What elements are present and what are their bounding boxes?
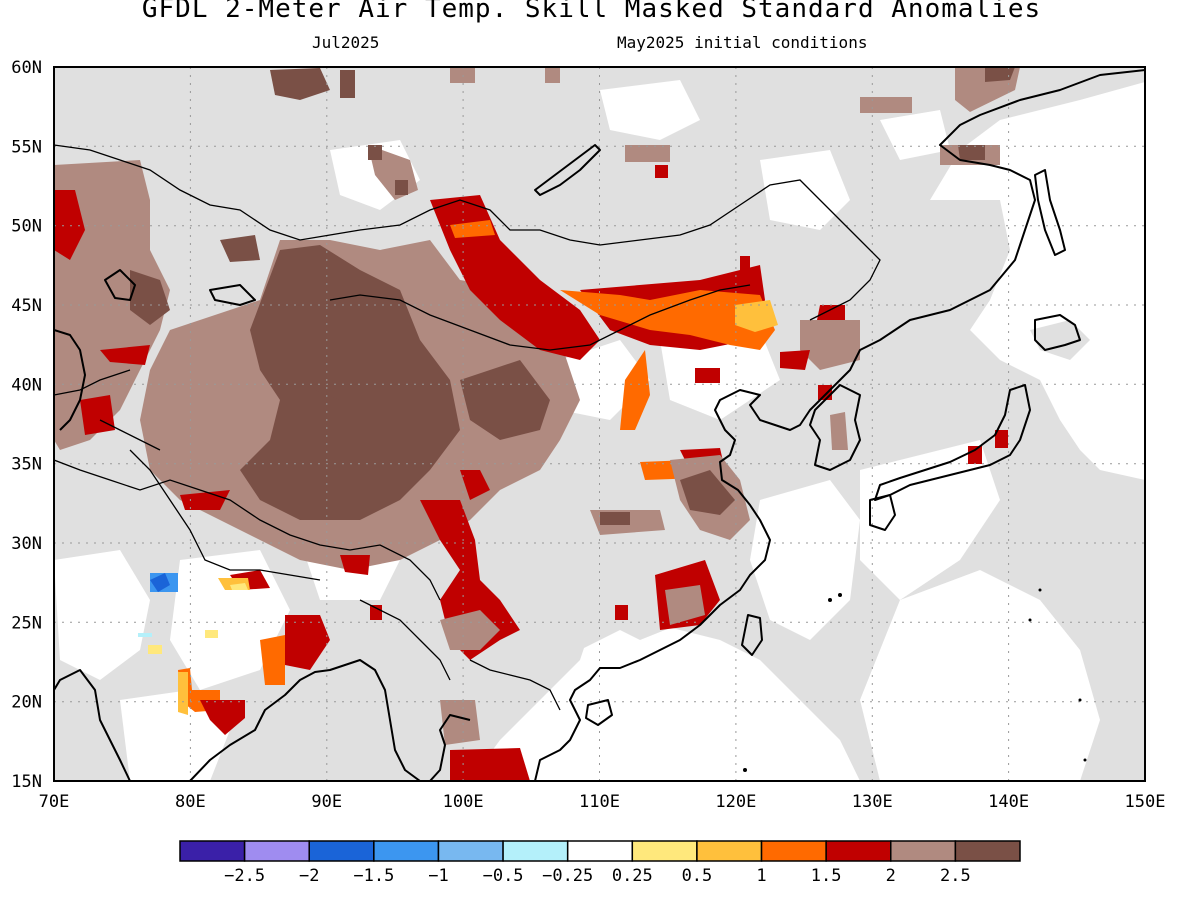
colorbar-tick-label: −1.5 — [353, 866, 394, 886]
colorbar-swatch — [825, 840, 892, 862]
lat-tick-label: 15N — [11, 772, 42, 792]
colorbar-tick-label: −1 — [428, 866, 448, 886]
colorbar-swatch — [890, 840, 957, 862]
colorbar-swatch — [696, 840, 763, 862]
colorbar-swatch — [566, 840, 634, 862]
colorbar-tick-label: 1.5 — [811, 866, 842, 886]
lat-tick-label: 45N — [11, 296, 42, 316]
lon-tick-label: 90E — [311, 792, 342, 812]
coastlines — [54, 69, 1145, 781]
colorbar-swatch — [502, 840, 569, 862]
colorbar-tick-label: 1 — [756, 866, 766, 886]
lat-tick-label: 25N — [11, 613, 42, 633]
borders — [54, 144, 881, 711]
colorbar-swatch — [631, 840, 698, 862]
lat-tick-label: 55N — [11, 137, 42, 157]
chart-title: GFDL 2-Meter Air Temp. Skill Masked Stan… — [141, 0, 1042, 24]
colorbar-tick-label: −0.25 — [542, 866, 593, 886]
colorbar-swatch — [179, 840, 246, 862]
colorbar-swatch — [954, 840, 1021, 862]
colorbar-swatch — [243, 840, 310, 862]
colorbar-labels: −2.5 −2 −1.5 −1 −0.5 −0.25 0.25 0.5 1 1.5 2 2.5 — [224, 866, 971, 886]
colorbar-swatch — [437, 840, 504, 862]
colorbar — [179, 840, 1021, 862]
map-frame — [53, 66, 1146, 782]
lon-tick-label: 80E — [175, 792, 206, 812]
lat-tick-label: 20N — [11, 693, 42, 713]
latitude-labels: 15N 20N 25N 30N 35N 40N 45N 50N 55N 60N — [11, 58, 42, 792]
lon-tick-label: 150E — [1125, 792, 1166, 812]
longitude-labels: 70E 80E 90E 100E 110E 120E 130E 140E 150E — [39, 792, 1166, 812]
lon-tick-label: 130E — [852, 792, 893, 812]
anomaly-fills — [54, 67, 1020, 781]
lat-tick-label: 60N — [11, 58, 42, 78]
lat-tick-label: 30N — [11, 534, 42, 554]
lon-tick-label: 120E — [715, 792, 756, 812]
colorbar-tick-label: −2 — [299, 866, 319, 886]
colorbar-tick-label: −0.5 — [483, 866, 524, 886]
colorbar-tick-label: 0.25 — [612, 866, 653, 886]
colorbar-swatch — [373, 840, 440, 862]
lat-tick-label: 40N — [11, 375, 42, 395]
colorbar-tick-label: 0.5 — [682, 866, 713, 886]
colorbar-tick-label: 2 — [886, 866, 896, 886]
lon-tick-label: 140E — [988, 792, 1029, 812]
lat-tick-label: 35N — [11, 455, 42, 475]
initial-conditions: May2025 initial conditions — [617, 33, 868, 52]
colorbar-tick-label: −2.5 — [224, 866, 265, 886]
lat-tick-label: 50N — [11, 217, 42, 237]
colorbar-swatch — [308, 840, 375, 862]
lon-tick-label: 70E — [39, 792, 70, 812]
map-plot-area — [54, 67, 1145, 781]
islands — [743, 588, 1087, 772]
colorbar-tick-label: 2.5 — [940, 866, 971, 886]
forecast-month: Jul2025 — [312, 33, 380, 52]
lon-tick-label: 100E — [443, 792, 484, 812]
colorbar-swatch — [760, 840, 827, 862]
lon-tick-label: 110E — [579, 792, 620, 812]
